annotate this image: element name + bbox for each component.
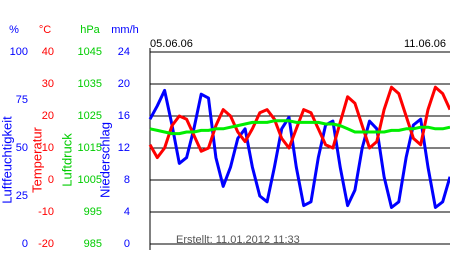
y-tick-label: 20 xyxy=(118,78,130,90)
y-tick-label: 25 xyxy=(16,190,28,202)
y-tick-label: 0 xyxy=(124,238,130,250)
axis-title: Luftfeuchtigkeit xyxy=(0,116,14,204)
y-tick-label: 0 xyxy=(48,174,54,186)
y-tick-label: 1045 xyxy=(78,46,102,58)
axis-title: Niederschlag xyxy=(97,122,112,198)
y-tick-label: 1025 xyxy=(78,110,102,122)
y-tick-label: 1035 xyxy=(78,78,102,90)
y-tick-label: 50 xyxy=(16,142,28,154)
y-tick-label: 100 xyxy=(10,46,28,58)
footer: Erstellt: 11.01.2012 11:33 xyxy=(176,234,300,246)
y-tick-label: 20 xyxy=(42,110,54,122)
y-tick-label: 10 xyxy=(42,142,54,154)
y-tick-label: 40 xyxy=(42,46,54,58)
date-label: 05.06.06 xyxy=(150,38,193,50)
y-tick-label: 0 xyxy=(22,238,28,250)
series-line xyxy=(148,85,450,160)
date-label: 11.06.06 xyxy=(404,38,446,50)
y-tick-label: 4 xyxy=(124,206,130,218)
y-tick-label: 12 xyxy=(118,142,130,154)
series-line xyxy=(149,119,450,136)
y-tick-label: 24 xyxy=(118,46,130,58)
y-tick-label: 1005 xyxy=(78,174,102,186)
axis-title: Temperatur xyxy=(29,126,44,192)
y-tick-label: 16 xyxy=(118,110,130,122)
y-tick-label: 985 xyxy=(84,238,102,250)
axis-unit: °C xyxy=(39,24,51,36)
y-tick-label: 30 xyxy=(42,78,54,90)
series-line xyxy=(148,88,450,209)
y-tick-label: -20 xyxy=(38,238,54,250)
y-tick-label: 995 xyxy=(84,206,102,218)
axis-unit: mm/h xyxy=(111,24,139,36)
y-tick-label: 8 xyxy=(124,174,130,186)
y-tick-label: 1015 xyxy=(78,142,102,154)
axis-unit: % xyxy=(9,24,19,36)
axis-unit: hPa xyxy=(80,24,100,36)
y-tick-label: 75 xyxy=(16,94,28,106)
axis-title: Luftdruck xyxy=(59,133,74,187)
y-tick-label: -10 xyxy=(38,206,54,218)
